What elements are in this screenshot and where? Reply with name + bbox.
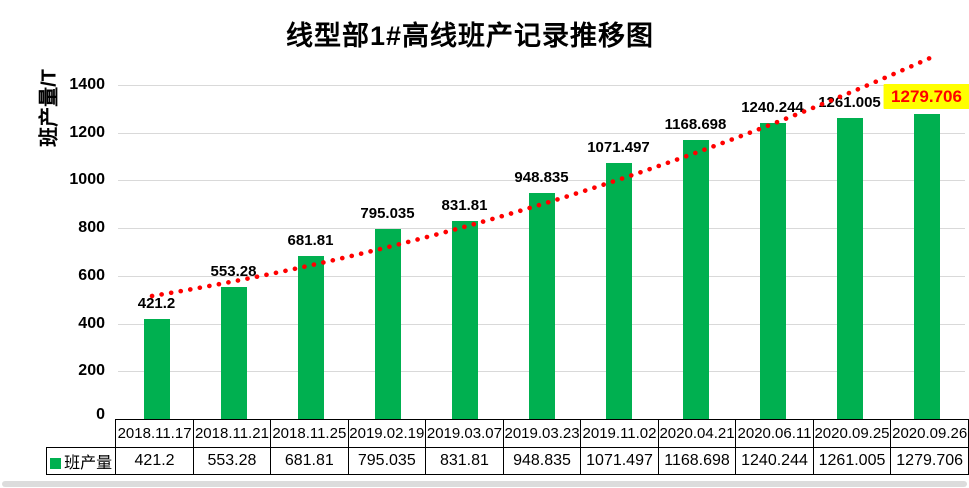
y-tick-label: 200 — [78, 362, 105, 380]
bar — [220, 287, 247, 419]
value-cell: 1071.497 — [580, 447, 659, 475]
value-cell: 1261.005 — [812, 447, 892, 475]
value-cell: 795.035 — [347, 447, 427, 475]
y-tick-label: 1200 — [69, 123, 105, 141]
y-tick-label: 600 — [78, 266, 105, 284]
bar-value-label: 553.28 — [210, 263, 257, 280]
date-cell: 2020.09.25 — [812, 419, 892, 448]
chart-title: 线型部1#高线班产记录推移图 — [285, 21, 655, 51]
value-cell: 948.835 — [502, 447, 582, 475]
bar — [913, 113, 940, 419]
bar — [759, 123, 786, 419]
bar-value-label: 948.835 — [514, 168, 569, 186]
horizontal-scrollbar-track[interactable] — [2, 481, 967, 487]
bar-value-label-highlight: 1279.706 — [883, 83, 969, 109]
value-cell: 681.81 — [270, 447, 349, 475]
date-cell: 2020.09.26 — [890, 419, 969, 448]
y-tick-label: 800 — [78, 219, 105, 237]
value-cell: 1168.698 — [657, 447, 737, 475]
date-cell: 2020.06.11 — [735, 419, 814, 448]
value-cell: 1240.244 — [735, 447, 814, 475]
date-cell: 2019.03.07 — [425, 419, 504, 448]
y-tick-label: 1000 — [69, 171, 105, 189]
bar — [528, 192, 555, 419]
bar-value-label: 1071.497 — [587, 139, 650, 157]
bar-value-label: 1261.005 — [818, 94, 881, 112]
value-cell: 1279.706 — [890, 447, 969, 475]
date-cell: 2018.11.17 — [115, 419, 194, 448]
date-cell: 2019.11.02 — [580, 419, 659, 448]
bar-value-label: 1168.698 — [664, 116, 727, 134]
table-row-values: 班产量 421.2 553.28 681.81 795.035 831.81 948.835… — [45, 447, 969, 475]
value-cell: 831.81 — [425, 447, 504, 475]
bar-value-label: 831.81 — [441, 196, 488, 214]
legend-label: 班产量 — [64, 455, 113, 472]
value-cell: 553.28 — [192, 447, 272, 475]
date-cell: 2018.11.25 — [270, 419, 349, 448]
value-cell: 421.2 — [115, 447, 194, 475]
y-tick-label: 1400 — [69, 76, 105, 93]
date-cell: 2020.04.21 — [657, 419, 737, 448]
bar — [682, 140, 709, 419]
gridline — [118, 85, 965, 86]
legend-swatch-icon — [50, 458, 62, 469]
bar — [297, 256, 324, 419]
bar — [605, 163, 632, 419]
table-row-dates: 2018.11.17 2018.11.21 2018.11.25 2019.02.19… — [47, 419, 969, 448]
y-tick-label: 0 — [96, 406, 105, 423]
bar — [836, 118, 863, 419]
bar — [143, 318, 170, 419]
y-tick-label: 400 — [78, 314, 105, 332]
date-cell: 2018.11.21 — [192, 419, 272, 448]
data-table: 2018.11.17 2018.11.21 2018.11.25 2019.02.19… — [45, 419, 969, 475]
date-cell: 2019.03.23 — [502, 419, 582, 448]
bar-value-label: 421.2 — [137, 294, 176, 312]
date-cell: 2019.02.19 — [347, 419, 427, 448]
legend-cell: 班产量 — [45, 447, 117, 475]
bar-value-label: 795.035 — [360, 205, 415, 223]
bar-value-label: 1240.244 — [741, 99, 804, 117]
bar-value-label: 681.81 — [287, 232, 334, 250]
bar — [451, 220, 478, 419]
table-empty-cell — [47, 420, 116, 448]
bar — [374, 229, 401, 419]
